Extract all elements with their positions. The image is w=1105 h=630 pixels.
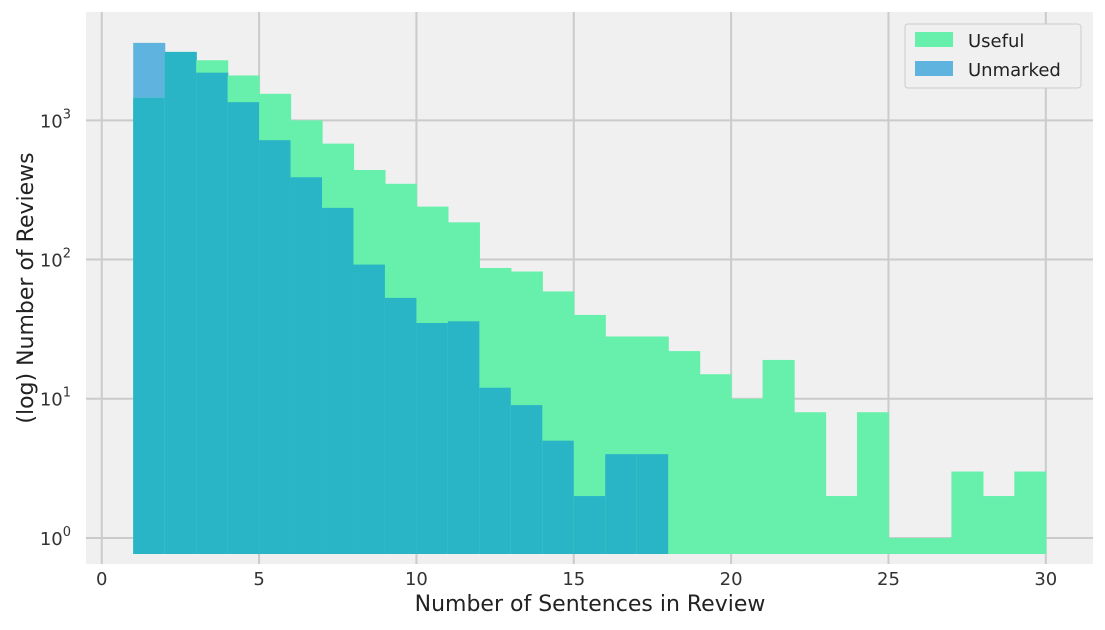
bar-overlap xyxy=(447,321,480,554)
x-tick-label: 15 xyxy=(562,569,585,590)
x-tick-label: 0 xyxy=(96,569,107,590)
bar-overlap xyxy=(227,102,260,554)
bar-overlap xyxy=(384,297,418,554)
bar-useful xyxy=(668,351,701,554)
bar-overlap xyxy=(259,140,292,554)
bar-overlap xyxy=(416,323,449,554)
y-tick-label: 100 xyxy=(40,525,71,550)
x-axis-label: Number of Sentences in Review xyxy=(415,592,766,617)
x-tick-label: 5 xyxy=(253,569,264,590)
y-tick-label: 101 xyxy=(40,386,71,411)
y-tick-label: 102 xyxy=(40,247,71,272)
bar-overlap xyxy=(605,454,638,554)
bar-useful xyxy=(951,471,984,554)
y-tick-label: 103 xyxy=(40,107,71,132)
bar-useful xyxy=(794,412,827,554)
x-tick-label: 10 xyxy=(405,569,428,590)
legend-label-unmarked: Unmarked xyxy=(968,60,1061,81)
y-axis-label: (log) Number of Reviews xyxy=(14,152,39,423)
bars-group xyxy=(133,42,1047,555)
bar-overlap xyxy=(164,51,197,554)
y-tick-labels: 100 101 102 103 xyxy=(40,107,71,550)
bar-useful xyxy=(856,412,890,554)
bar-overlap xyxy=(196,72,229,555)
legend-swatch-unmarked xyxy=(915,61,953,76)
legend-label-useful: Useful xyxy=(968,31,1024,52)
legend: Useful Unmarked xyxy=(904,23,1082,89)
bar-overlap xyxy=(133,97,166,554)
bar-useful xyxy=(888,537,921,554)
bar-useful xyxy=(825,496,858,554)
x-tick-label: 30 xyxy=(1034,569,1057,590)
bar-useful xyxy=(1014,471,1047,554)
bar-useful xyxy=(699,374,732,554)
legend-swatch-useful xyxy=(915,32,953,47)
bar-overlap xyxy=(510,405,543,554)
x-tick-labels: 0 5 10 15 20 25 30 xyxy=(96,569,1057,590)
bar-useful xyxy=(731,398,764,554)
bar-overlap xyxy=(573,496,606,554)
bar-useful xyxy=(982,496,1015,554)
bar-overlap xyxy=(636,454,669,554)
bar-useful xyxy=(919,537,952,554)
bar-useful xyxy=(762,359,795,554)
x-tick-label: 20 xyxy=(720,569,743,590)
x-tick-label: 25 xyxy=(877,569,900,590)
bar-overlap xyxy=(322,207,355,554)
bar-overlap xyxy=(353,264,386,554)
bar-overlap xyxy=(290,177,323,555)
bar-overlap xyxy=(542,440,575,554)
bar-overlap xyxy=(479,387,512,554)
